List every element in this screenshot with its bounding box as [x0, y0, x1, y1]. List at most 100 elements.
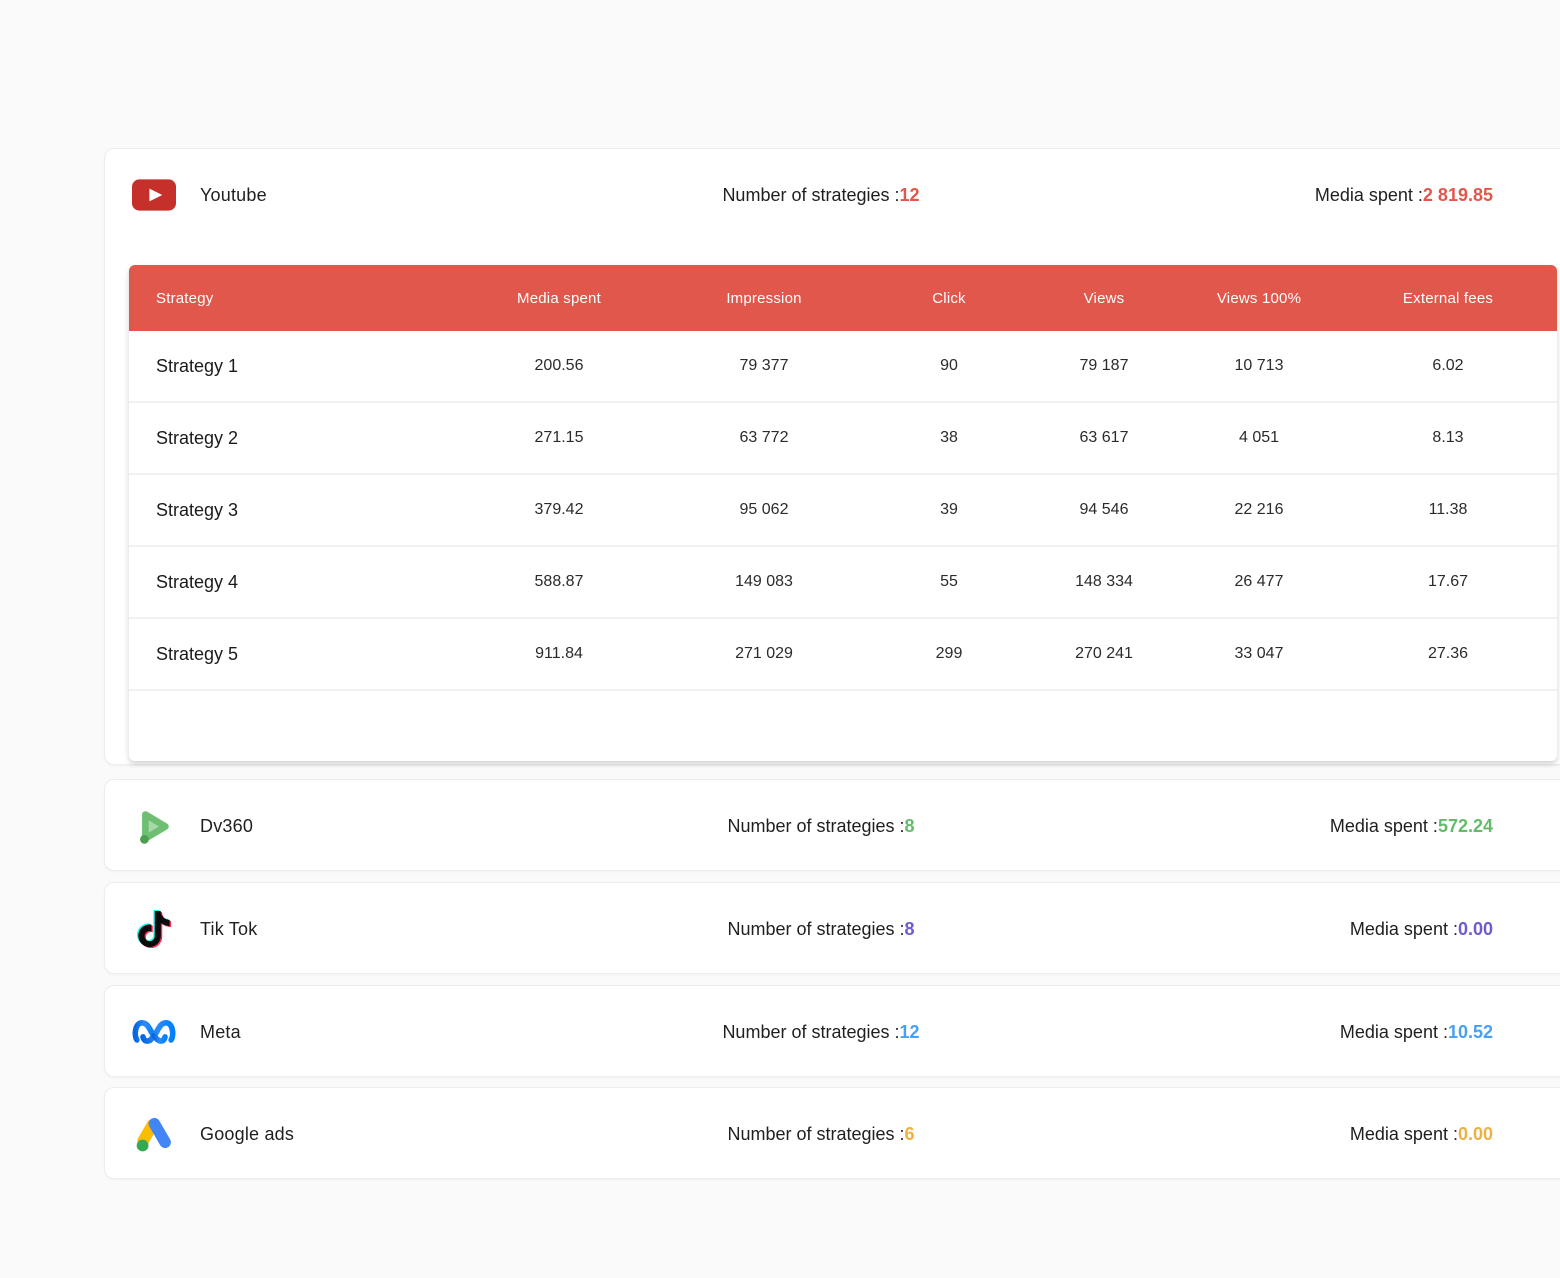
value-cell: 911.84	[459, 617, 659, 689]
value-cell: 17.67	[1339, 545, 1557, 618]
strategies-value: 12	[899, 184, 920, 205]
media-spent-stat: Media spent :0.00	[1350, 1088, 1493, 1180]
column-header: Impression	[659, 265, 869, 331]
table-row: Strategy 4 588.87 149 083 55 148 334 26 477 17…	[129, 545, 1557, 618]
platform-card-dv360: Dv360 Number of strategies :8 Media spen…	[104, 779, 1560, 871]
media-spent-value: 0.00	[1457, 1123, 1493, 1144]
table-row: Strategy 3 379.42 95 062 39 94 546 22 216 11.3…	[129, 473, 1557, 546]
value-cell: 11.38	[1339, 473, 1557, 546]
media-spent-stat: Media spent :2 819.85	[1315, 149, 1493, 241]
youtube-icon	[132, 173, 176, 217]
platform-name: Dv360	[200, 815, 254, 836]
platform-identity: Dv360	[105, 780, 253, 872]
strategies-stat: Number of strategies :6	[461, 1088, 1181, 1180]
value-cell: 63 772	[659, 401, 869, 474]
table-row: Strategy 5 911.84 271 029 299 270 241 33 047 2…	[129, 617, 1557, 689]
value-cell: 270 241	[1029, 617, 1179, 689]
youtube-card-header[interactable]: Youtube Number of strategies :12 Media s…	[105, 149, 1560, 241]
platform-card-meta: Meta Number of strategies :12 Media spen…	[104, 985, 1560, 1077]
column-header: Click	[869, 265, 1029, 331]
strategies-value: 8	[904, 815, 915, 836]
value-cell: 4 051	[1179, 401, 1339, 474]
strategies-label: Number of strategies :	[727, 918, 905, 939]
google-ads-card-header[interactable]: Google ads Number of strategies :6 Media…	[105, 1088, 1560, 1180]
strategies-stat: Number of strategies :8	[461, 883, 1181, 975]
media-spent-stat: Media spent :572.24	[1330, 780, 1493, 872]
media-spent-stat: Media spent :0.00	[1350, 883, 1493, 975]
strategies-value: 12	[899, 1021, 920, 1042]
strategies-label: Number of strategies :	[722, 184, 900, 205]
strategy-name-cell: Strategy 4	[129, 545, 459, 618]
value-cell: 39	[869, 473, 1029, 546]
platform-card-google-ads: Google ads Number of strategies :6 Media…	[104, 1087, 1560, 1179]
value-cell: 6.02	[1432, 357, 1464, 374]
value-cell: 55	[869, 545, 1029, 618]
value-cell: 8.13	[1339, 401, 1557, 474]
media-spent-value: 10.52	[1447, 1021, 1493, 1042]
strategies-table-body: Strategy 1 200.56 79 377 90 79 187 10 713 6.02…	[129, 331, 1557, 689]
platform-card-youtube: Youtube Number of strategies :12 Media s…	[104, 148, 1560, 765]
value-cell: 299	[869, 617, 1029, 689]
value-cell: 33 047	[1179, 617, 1339, 689]
table-row: Strategy 2 271.15 63 772 38 63 617 4 051 8.13	[129, 401, 1557, 474]
media-spent-stat: Media spent :10.52	[1340, 986, 1493, 1078]
strategies-label: Number of strategies :	[722, 1021, 900, 1042]
value-cell: 79 187	[1079, 357, 1129, 374]
strategy-name-cell: Strategy 3	[129, 473, 459, 546]
strategies-value: 8	[904, 918, 915, 939]
strategy-name-cell: Strategy 5	[129, 617, 459, 689]
platform-identity: Google ads	[105, 1088, 294, 1180]
meta-icon	[132, 1010, 176, 1054]
media-spent-label: Media spent :	[1339, 1021, 1448, 1042]
media-spent-value: 2 819.85	[1422, 184, 1493, 205]
strategies-label: Number of strategies :	[727, 1123, 905, 1144]
column-header: External fees	[1339, 265, 1557, 331]
value-cell: 94 546	[1029, 473, 1179, 546]
platform-card-tiktok: Tik Tok Number of strategies :8 Media sp…	[104, 882, 1560, 974]
strategy-name-cell: Strategy 1	[156, 355, 239, 376]
media-spent-value: 0.00	[1457, 918, 1493, 939]
table-header-row: Strategy Media spent Impression Click Views V…	[129, 265, 1557, 331]
media-spent-value: 572.24	[1437, 815, 1493, 836]
strategies-label: Number of strategies :	[727, 815, 905, 836]
value-cell: 79 377	[739, 357, 789, 374]
value-cell: 148 334	[1029, 545, 1179, 618]
media-spent-label: Media spent :	[1314, 184, 1423, 205]
table-footer-space	[129, 689, 1557, 761]
google-ads-icon	[132, 1112, 176, 1156]
value-cell: 26 477	[1179, 545, 1339, 618]
strategies-table: Strategy Media spent Impression Click Views V…	[129, 265, 1557, 761]
platform-name: Meta	[200, 1021, 241, 1042]
value-cell: 22 216	[1179, 473, 1339, 546]
value-cell: 63 617	[1029, 401, 1179, 474]
value-cell: 90	[940, 357, 958, 374]
value-cell: 271.15	[459, 401, 659, 474]
platform-name: Youtube	[200, 184, 267, 205]
meta-card-header[interactable]: Meta Number of strategies :12 Media spen…	[105, 986, 1560, 1078]
table-row: Strategy 1 200.56 79 377 90 79 187 10 713 6.02	[129, 331, 1557, 402]
column-header: Media spent	[459, 265, 659, 331]
media-spent-label: Media spent :	[1349, 1123, 1458, 1144]
media-spent-label: Media spent :	[1329, 815, 1438, 836]
value-cell: 271 029	[659, 617, 869, 689]
platform-name: Google ads	[200, 1123, 295, 1144]
strategies-value: 6	[904, 1123, 915, 1144]
value-cell: 149 083	[659, 545, 869, 618]
strategy-name-cell: Strategy 2	[129, 401, 459, 474]
strategies-stat: Number of strategies :12	[461, 986, 1181, 1078]
value-cell: 200.56	[534, 357, 584, 374]
platform-name: Tik Tok	[200, 918, 258, 939]
value-cell: 10 713	[1234, 357, 1284, 374]
value-cell: 588.87	[459, 545, 659, 618]
platform-identity: Youtube	[105, 149, 267, 241]
dv360-card-header[interactable]: Dv360 Number of strategies :8 Media spen…	[105, 780, 1560, 872]
value-cell: 27.36	[1339, 617, 1557, 689]
platform-identity: Meta	[105, 986, 241, 1078]
column-header: Views 100%	[1179, 265, 1339, 331]
platform-identity: Tik Tok	[105, 883, 257, 975]
tiktok-card-header[interactable]: Tik Tok Number of strategies :8 Media sp…	[105, 883, 1560, 975]
value-cell: 379.42	[459, 473, 659, 546]
dv360-icon	[132, 804, 176, 848]
strategies-stat: Number of strategies :8	[461, 780, 1181, 872]
value-cell: 38	[869, 401, 1029, 474]
